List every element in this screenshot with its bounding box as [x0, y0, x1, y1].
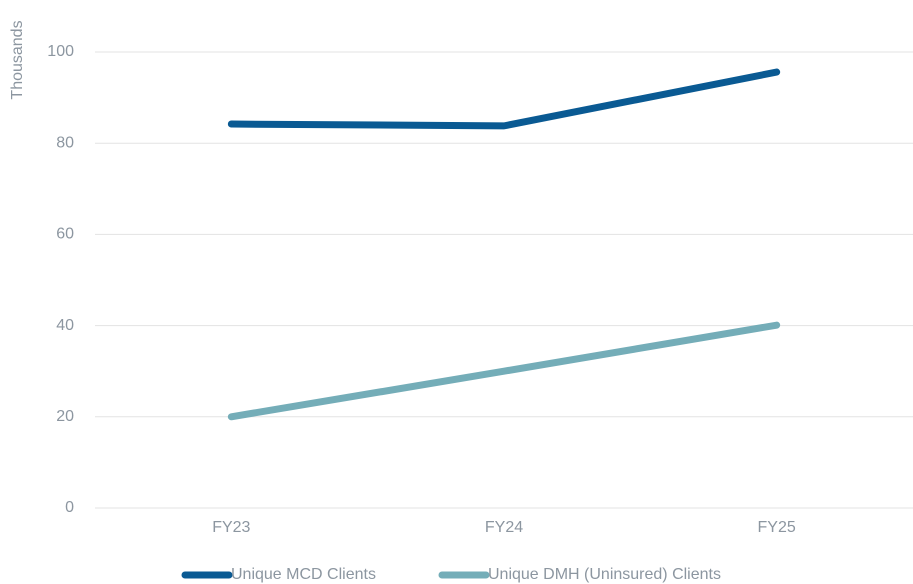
legend-label: Unique DMH (Uninsured) Clients — [488, 566, 721, 583]
y-tick-label: 60 — [56, 226, 74, 243]
y-axis-label: Thousands — [9, 20, 26, 99]
y-tick-label: 40 — [56, 317, 74, 334]
legend-label: Unique MCD Clients — [231, 566, 376, 583]
series-line — [227, 321, 781, 421]
y-tick-label: 0 — [65, 499, 74, 516]
y-tick-label: 100 — [47, 43, 74, 60]
y-tick-label: 80 — [56, 134, 74, 151]
x-tick-label: FY24 — [485, 519, 523, 536]
x-tick-label: FY23 — [212, 519, 250, 536]
x-tick-label: FY25 — [758, 519, 796, 536]
y-tick-label: 20 — [56, 408, 74, 425]
series-line — [227, 68, 781, 130]
